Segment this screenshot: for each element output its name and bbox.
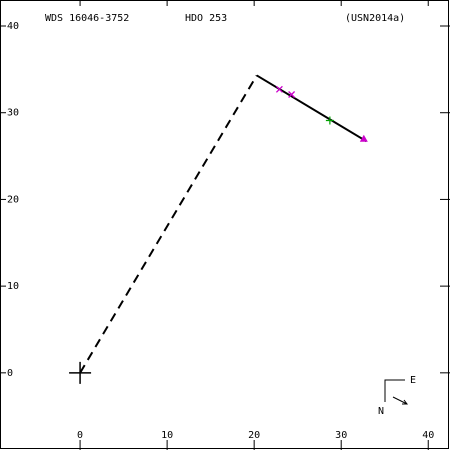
measure-x <box>275 85 283 93</box>
x-tick-label: 0 <box>77 430 83 441</box>
y-tick-label: 20 <box>7 194 19 205</box>
x-tick-label: 10 <box>161 430 173 441</box>
chart-subtitle: HDO 253 <box>185 13 227 24</box>
measure-x <box>288 91 296 98</box>
x-tick-label: 20 <box>248 430 260 441</box>
primary-star <box>69 361 92 384</box>
chart-title: WDS 16046-3752 <box>45 13 129 24</box>
compass-north: N <box>378 406 384 417</box>
compass <box>384 379 408 405</box>
x-tick-label: 40 <box>422 430 434 441</box>
orbit-line <box>256 74 367 143</box>
measure-plus <box>325 116 334 125</box>
y-tick-label: 10 <box>7 281 19 292</box>
measure-triangle <box>359 134 368 142</box>
compass-east: E <box>410 375 416 386</box>
dashed-line <box>79 74 258 374</box>
y-tick-label: 0 <box>7 368 13 379</box>
y-tick-label: 40 <box>7 21 19 32</box>
x-tick-label: 30 <box>335 430 347 441</box>
y-tick-label: 30 <box>7 108 19 119</box>
reference: (USN2014a) <box>345 13 405 24</box>
